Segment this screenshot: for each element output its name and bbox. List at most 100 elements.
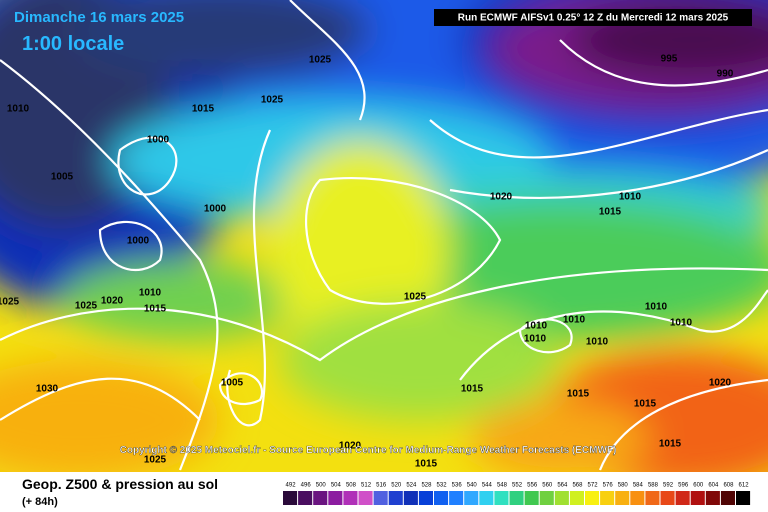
colorbar-swatch [569, 491, 584, 505]
colorbar-swatch [283, 491, 298, 505]
colorbar-tick-label: 548 [497, 483, 508, 489]
colorbar: 492 496 500 504 508 512 516 520 524 528 532 536 540 5… [283, 483, 751, 505]
colorbar-swatch [524, 491, 539, 505]
isobar-label: 1025 [261, 95, 284, 106]
colorbar-swatch [343, 491, 358, 505]
colorbar-tick-label: 608 [723, 483, 734, 489]
isobar-label: 1020 [709, 378, 732, 389]
colorbar-tick-label: 584 [633, 483, 644, 489]
colorbar-swatch [313, 491, 328, 505]
isobar-label: 1015 [415, 459, 438, 470]
colorbar-tick-label: 588 [648, 483, 659, 489]
isobar-label: 1010 [525, 321, 548, 332]
isobar-label: 1020 [339, 441, 362, 452]
isobar-label: 1025 [404, 292, 427, 303]
isobar-label: 1000 [147, 135, 170, 146]
colorbar-tick-label: 564 [557, 483, 568, 489]
colorbar-swatch [494, 491, 509, 505]
colorbar-swatch [660, 491, 675, 505]
colorbar-tick-label: 520 [391, 483, 402, 489]
colorbar-tick-label: 560 [542, 483, 553, 489]
colorbar-tick-label: 568 [572, 483, 583, 489]
isobar-label: 1010 [7, 104, 30, 115]
colorbar-swatch [675, 491, 690, 505]
colorbar-tick-label: 572 [588, 483, 599, 489]
isobars [0, 0, 768, 471]
colorbar-tick-label: 528 [421, 483, 432, 489]
colorbar-tick-label: 576 [603, 483, 614, 489]
colorbar-swatch [449, 491, 464, 505]
colorbar-swatch [298, 491, 313, 505]
isobar-label: 1025 [75, 301, 98, 312]
isobar-label: 1010 [586, 337, 609, 348]
isobar-labels: 1025102510151010100010051000100010251020… [0, 54, 734, 470]
isobar-label: 1000 [204, 204, 227, 215]
isobar-label: 1020 [490, 192, 513, 203]
colorbar-swatch [403, 491, 418, 505]
colorbar-tick-label: 612 [739, 483, 750, 489]
colorbar-swatch [554, 491, 569, 505]
isobar-label: 1015 [567, 389, 590, 400]
isobar-label: 1030 [36, 384, 59, 395]
isobar-label: 1025 [144, 455, 167, 466]
isobar-label: 1015 [461, 384, 484, 395]
isobar-label: 995 [661, 54, 678, 65]
isobar-label: 1010 [619, 192, 642, 203]
isobar-label: 1010 [645, 302, 668, 313]
colorbar-swatch [585, 491, 600, 505]
colorbar-tick-label: 604 [708, 483, 719, 489]
isobar-label: 1005 [221, 378, 244, 389]
isobar-label: 1010 [524, 334, 547, 345]
colorbar-swatch [615, 491, 630, 505]
isobar-label: 1010 [139, 288, 162, 299]
colorbar-tick-label: 516 [376, 483, 387, 489]
colorbar-tick-label: 540 [467, 483, 478, 489]
isobar-label: 1005 [51, 172, 74, 183]
colorbar-swatch [645, 491, 660, 505]
colorbar-swatch [373, 491, 388, 505]
colorbar-swatch [434, 491, 449, 505]
colorbar-tick-label: 512 [361, 483, 372, 489]
colorbar-swatch [358, 491, 373, 505]
colorbar-swatch [464, 491, 479, 505]
colorbar-tick-label: 596 [678, 483, 689, 489]
isobar-label: 1025 [309, 55, 332, 66]
field: 1025102510151010100010051000100010251020… [0, 0, 768, 472]
colorbar-swatch [539, 491, 554, 505]
run: Run ECMWF AIFSv1 0.25° 12 Z du Mercredi … [458, 13, 729, 24]
colorbar-tick-label: 556 [527, 483, 538, 489]
colorbar-tick-label: 600 [693, 483, 704, 489]
colorbar-swatch [600, 491, 615, 505]
isobar-label: 1015 [659, 439, 682, 450]
time: 1:00 locale [22, 33, 124, 55]
colorbar-tick-label: 532 [437, 483, 448, 489]
isobar-label: 1015 [192, 104, 215, 115]
colorbar-swatch [509, 491, 524, 505]
colorbar-tick-label: 500 [316, 483, 327, 489]
isobar-label: 1015 [599, 207, 622, 218]
isobar-label: 1015 [144, 304, 167, 315]
colorbar-tick-label: 552 [512, 483, 523, 489]
isobar-label: 1025 [0, 297, 20, 308]
isobar-label: 1000 [127, 236, 150, 247]
colorbar-tick-label: 508 [346, 483, 357, 489]
colorbar-swatch [736, 491, 751, 505]
colorbar-tick-label: 592 [663, 483, 674, 489]
isobar-label: 1010 [670, 318, 693, 329]
colorbar-swatch [705, 491, 720, 505]
colorbar-tick-label: 536 [452, 483, 463, 489]
colorbar-swatch [720, 491, 735, 505]
colorbar-swatch [479, 491, 494, 505]
colorbar-tick-label: 544 [482, 483, 493, 489]
colorbar-tick-label: 496 [301, 483, 312, 489]
footer-title: Geop. Z500 & pression au sol [22, 476, 218, 492]
colorbar-tick-label: 580 [618, 483, 629, 489]
isobar-label: 1015 [634, 399, 657, 410]
isobar-label: 1020 [101, 296, 124, 307]
colorbar-swatch [328, 491, 343, 505]
colorbar-tick-label: 524 [406, 483, 417, 489]
run-box [434, 9, 752, 26]
copyright: Copyright © 2025 Meteociel.fr - Source E… [120, 445, 617, 456]
colorbar-tick-label: 492 [286, 483, 297, 489]
